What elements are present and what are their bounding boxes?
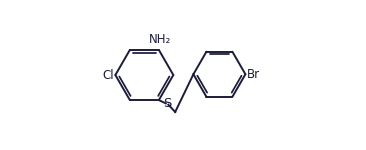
Text: NH₂: NH₂ (149, 33, 171, 46)
Text: Br: Br (247, 68, 260, 81)
Text: Cl: Cl (102, 69, 114, 81)
Text: S: S (163, 97, 171, 110)
